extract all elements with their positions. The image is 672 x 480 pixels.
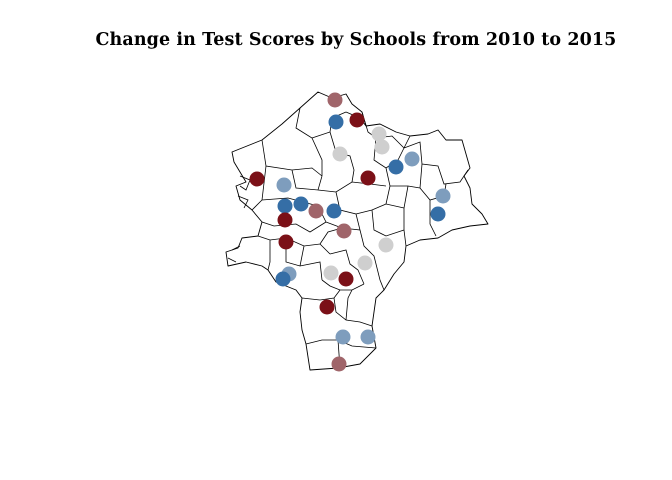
school-point [435, 188, 451, 204]
school-point [430, 206, 446, 222]
school-point [332, 146, 348, 162]
school-point [360, 170, 376, 186]
school-point [349, 112, 365, 128]
school-point [360, 329, 376, 345]
school-point [388, 159, 404, 175]
school-point [277, 212, 293, 228]
school-point [277, 198, 293, 214]
school-point [326, 203, 342, 219]
school-point [331, 356, 347, 372]
school-point [378, 237, 394, 253]
school-point [308, 203, 324, 219]
school-point [335, 329, 351, 345]
city-boundary [225, 91, 489, 371]
census-tracts [225, 91, 489, 371]
school-point [276, 177, 292, 193]
school-point [374, 139, 390, 155]
map-title: Change in Test Scores by Schools from 20… [95, 30, 617, 50]
school-point [404, 151, 420, 167]
school-point [275, 271, 291, 287]
school-point [327, 92, 343, 108]
school-point [293, 196, 309, 212]
school-point [249, 171, 265, 187]
school-point [357, 255, 373, 271]
school-point [319, 299, 335, 315]
school-markers [249, 92, 451, 372]
school-point [278, 234, 294, 250]
tract-edge-detail [227, 175, 251, 263]
school-point [371, 126, 387, 142]
school-point [338, 271, 354, 287]
school-point [336, 223, 352, 239]
school-point [328, 114, 344, 130]
school-point [323, 265, 339, 281]
